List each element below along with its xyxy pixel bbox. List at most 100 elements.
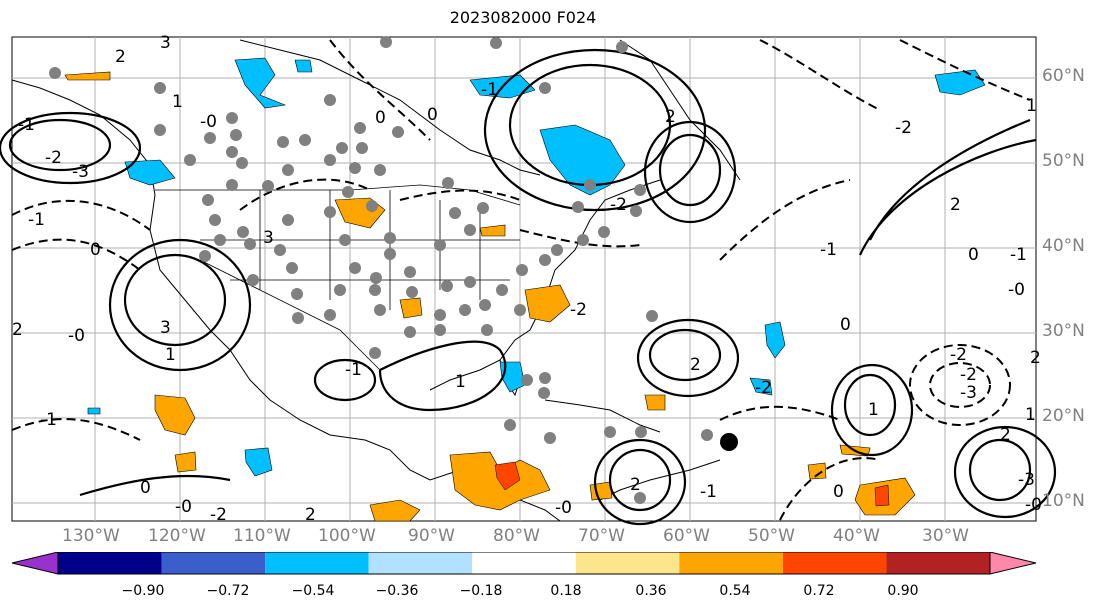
contour-label: -3	[1018, 470, 1035, 490]
contour-label: -2	[610, 195, 627, 215]
storm-position-marker	[720, 433, 738, 451]
contour-label: -3	[72, 162, 89, 182]
dashed-contours	[11, 39, 1031, 521]
lon-label: 70°W	[578, 526, 625, 546]
negative-shading	[87, 57, 986, 477]
contour-label: 3	[263, 228, 274, 248]
colorbar-tick-label: −0.90	[121, 583, 165, 599]
contour-label: -2	[45, 148, 62, 168]
lon-label: 120°W	[148, 526, 206, 546]
contour-label: 0	[833, 482, 844, 502]
contour-label: -0	[200, 112, 217, 132]
colorbar-segment	[679, 552, 783, 574]
contour-label: 2	[305, 505, 316, 525]
colorbar-extend-low	[11, 552, 59, 575]
contour-label: -2	[755, 378, 772, 398]
lon-label: 100°W	[318, 526, 376, 546]
contour-label: 2	[115, 47, 126, 67]
lon-label: 90°W	[408, 526, 455, 546]
contour-label: -1	[481, 80, 498, 100]
lat-label: 10°N	[1042, 491, 1085, 511]
contour-label: -1	[1010, 245, 1027, 265]
lon-label: 130°W	[62, 526, 120, 546]
colorbar-segment	[265, 552, 369, 574]
contour-label: -0	[1025, 495, 1042, 515]
colorbar-tick-label: 0.36	[635, 583, 667, 599]
contour-label: -0	[555, 498, 572, 518]
contour-label: -0	[68, 326, 85, 346]
contour-label: -1	[18, 115, 35, 135]
contour-label: 0	[968, 245, 979, 265]
contour-label: -2	[950, 345, 967, 365]
contour-label: 2	[950, 195, 961, 215]
lon-label: 40°W	[833, 526, 880, 546]
contour-label: -1	[40, 410, 57, 430]
colorbar-tick-label: 0.18	[550, 583, 582, 599]
contour-label: 3	[160, 33, 171, 53]
colorbar-extend-high	[989, 552, 1037, 575]
map-title: 2023082000 F024	[449, 8, 597, 27]
colorbar-segment	[575, 552, 680, 574]
contour-label: 1	[455, 372, 466, 392]
contour-label: 0	[90, 240, 101, 260]
contour-label: -2	[895, 118, 912, 138]
contour-label: 2	[665, 107, 676, 127]
lon-label: 80°W	[493, 526, 540, 546]
contour-label: 3	[160, 318, 171, 338]
lat-label: 20°N	[1042, 406, 1085, 426]
lon-label: 30°W	[922, 526, 969, 546]
colorbar	[11, 552, 1037, 575]
colorbar-tick-label: 0.54	[719, 583, 751, 599]
contour-label: 1	[1025, 405, 1036, 425]
colorbar-tick-label: −0.18	[459, 583, 503, 599]
contour-label: -0	[1008, 280, 1025, 300]
lat-label: 30°N	[1042, 321, 1085, 341]
contour-label: -1	[28, 210, 45, 230]
contour-label: 2	[690, 355, 701, 375]
contour-label: 2	[1030, 348, 1041, 368]
colorbar-segment	[886, 552, 990, 574]
contour-label: 2	[12, 320, 23, 340]
contour-label: -1	[820, 240, 837, 260]
colorbar-tick-label: 0.90	[887, 583, 919, 599]
contour-label: 0	[840, 315, 851, 335]
contour-label: -0	[175, 497, 192, 517]
colorbar-tick-label: −0.72	[206, 583, 250, 599]
colorbar-segments	[11, 552, 1037, 575]
lat-label: 60°N	[1042, 66, 1085, 86]
colorbar-segment	[472, 552, 576, 574]
lon-label: 50°W	[748, 526, 795, 546]
colorbar-tick-label: −0.36	[375, 583, 419, 599]
contour-label: 1	[165, 345, 176, 365]
lon-label: 60°W	[663, 526, 710, 546]
contour-label: -2	[960, 365, 977, 385]
contour-label: -3	[960, 383, 977, 403]
contour-label: -1	[700, 482, 717, 502]
contour-label: -2	[570, 300, 587, 320]
contour-label: 0	[140, 478, 151, 498]
colorbar-segment	[58, 552, 162, 574]
solid-contours	[0, 48, 1057, 526]
colorbar-segment	[368, 552, 473, 574]
strong-positive-shading	[494, 461, 890, 507]
contour-label: 2	[630, 475, 641, 495]
lon-label: 110°W	[233, 526, 291, 546]
colorbar-tick-label: 0.72	[803, 583, 835, 599]
colorbar-segment	[782, 552, 887, 574]
contour-label: -2	[210, 505, 227, 525]
contour-label: 1	[868, 400, 879, 420]
station-dots	[49, 36, 713, 504]
contour-label: 0	[375, 108, 386, 128]
lat-label: 40°N	[1042, 236, 1085, 256]
contour-label: 0	[427, 105, 438, 125]
contour-label: -1	[345, 360, 362, 380]
colorbar-segment	[161, 552, 266, 574]
colorbar-tick-label: −0.54	[291, 583, 335, 599]
contour-label: 1	[172, 92, 183, 112]
contour-label: 1	[1026, 96, 1037, 116]
lat-label: 50°N	[1042, 151, 1085, 171]
graticule	[12, 37, 1036, 521]
map-frame	[11, 36, 1037, 522]
contour-label: 2	[1000, 425, 1011, 445]
